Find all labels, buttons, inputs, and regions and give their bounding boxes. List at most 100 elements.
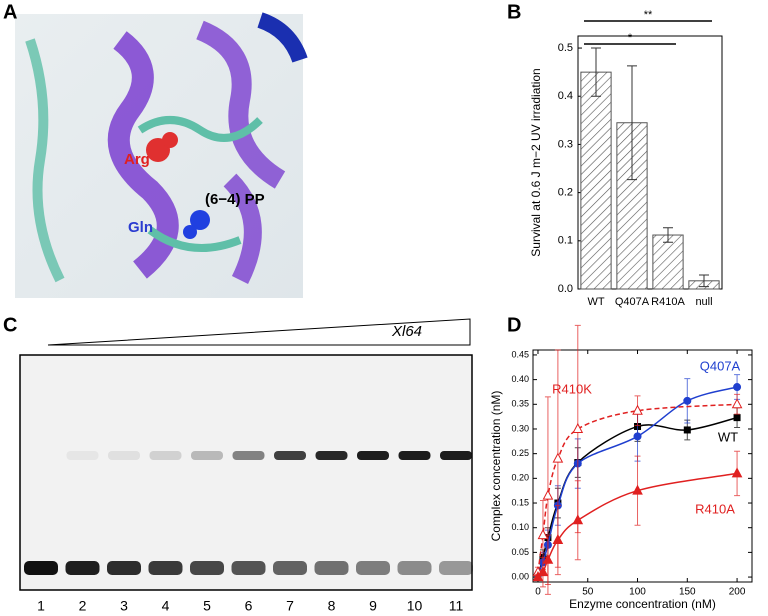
x-tick-label: R410A xyxy=(651,296,685,308)
data-point xyxy=(532,570,544,582)
data-point xyxy=(572,514,584,525)
y-tick-label: 0.3 xyxy=(558,138,573,150)
data-point xyxy=(683,396,692,405)
x-axis-label: Enzyme concentration (nM) xyxy=(569,597,716,611)
gel-band xyxy=(315,451,348,460)
data-point xyxy=(633,432,642,441)
gel-lanes xyxy=(24,451,473,575)
error-bar xyxy=(591,47,601,97)
data-point xyxy=(552,533,564,545)
gel-band xyxy=(149,451,182,460)
x-tick-label: 150 xyxy=(679,587,696,598)
y-tick-label: 0.4 xyxy=(558,90,573,102)
data-point xyxy=(733,414,741,422)
x-tick-label: null xyxy=(695,296,712,308)
gel-band xyxy=(273,561,307,575)
structure-label: Gln xyxy=(128,219,153,236)
lane-label: 5 xyxy=(203,598,211,614)
data-point xyxy=(731,398,743,409)
x-tick-label: 50 xyxy=(582,587,594,598)
y-tick-label: 0.35 xyxy=(511,399,529,409)
data-point xyxy=(542,489,554,500)
data-point xyxy=(552,452,564,463)
y-tick-label: 0.30 xyxy=(511,423,529,433)
series-label: R410K xyxy=(552,381,592,396)
y-tick-label: 0.5 xyxy=(558,42,573,54)
structure-image xyxy=(15,12,308,298)
lane-label: 3 xyxy=(120,598,128,614)
y-tick-label: 0.05 xyxy=(511,547,529,557)
gel-band xyxy=(191,451,223,460)
error-bar xyxy=(663,227,673,243)
gel-band xyxy=(66,451,99,460)
y-axis-label: Survival at 0.6 J m−2 UV irradiation xyxy=(529,68,543,256)
structure-label: Arg xyxy=(124,151,150,168)
lane-label: 7 xyxy=(286,598,294,614)
plot-frame xyxy=(577,35,723,290)
lane-label: 2 xyxy=(79,598,87,614)
panel-label: A xyxy=(3,1,17,23)
x-tick-label: Q407A xyxy=(615,296,650,308)
gel-band xyxy=(190,561,224,575)
x-tick-label: 200 xyxy=(729,587,746,598)
gel-band xyxy=(232,451,265,460)
series-label: Q407A xyxy=(700,358,741,373)
y-tick-label: 0.45 xyxy=(511,349,529,359)
titration-label: Xl64 xyxy=(391,323,422,340)
bar xyxy=(580,71,612,290)
data-point xyxy=(542,553,554,564)
gel-band xyxy=(107,561,141,575)
bar xyxy=(616,122,648,290)
y-tick-label: 0.2 xyxy=(558,187,573,199)
x-tick-label: WT xyxy=(587,296,604,308)
gel-band xyxy=(314,561,349,575)
gel-band xyxy=(356,561,390,575)
y-tick-label: 0.40 xyxy=(511,374,529,384)
gel-band xyxy=(357,451,389,460)
data-point xyxy=(572,422,584,433)
lane-label: 10 xyxy=(407,598,423,614)
structure-label: (6−4) PP xyxy=(205,191,265,208)
plot-frame xyxy=(532,349,753,583)
x-tick-label: 0 xyxy=(535,587,541,598)
y-tick-label: 0.20 xyxy=(511,473,529,483)
series-label: R410A xyxy=(695,501,735,516)
significance-label: ** xyxy=(644,9,653,21)
data-point xyxy=(683,426,691,434)
y-tick-label: 0.0 xyxy=(558,283,573,295)
significance-label: * xyxy=(628,32,633,44)
lane-label: 11 xyxy=(449,598,464,614)
bar xyxy=(652,234,684,290)
data-point xyxy=(632,484,643,495)
data-point xyxy=(731,467,743,478)
titration-wedge xyxy=(47,318,471,346)
y-axis-label: Complex concentration (nM) xyxy=(489,391,503,542)
panel-label: B xyxy=(507,1,521,23)
error-bar xyxy=(699,274,709,288)
lane-label: 6 xyxy=(245,598,253,614)
gel-band xyxy=(397,561,432,575)
error-bar xyxy=(627,65,637,181)
data-point xyxy=(632,404,643,415)
data-point xyxy=(733,383,742,392)
panel-label: D xyxy=(507,314,521,336)
y-tick-label: 0.15 xyxy=(511,497,529,507)
gel-band xyxy=(439,561,473,575)
gel-band xyxy=(440,451,472,460)
gel-band xyxy=(108,451,140,460)
gel-band xyxy=(148,561,183,575)
lane-label: 9 xyxy=(369,598,377,614)
panel-label: C xyxy=(3,314,17,336)
lane-label: 8 xyxy=(328,598,336,614)
y-tick-label: 0.25 xyxy=(511,448,529,458)
series-label: WT xyxy=(718,429,738,444)
gel-band xyxy=(65,561,100,575)
gel-band xyxy=(398,451,431,460)
lane-label: 4 xyxy=(162,598,170,614)
gel-band xyxy=(274,451,306,460)
y-tick-label: 0.1 xyxy=(558,235,573,247)
data-point xyxy=(537,566,549,577)
y-tick-label: 0.00 xyxy=(511,571,529,581)
